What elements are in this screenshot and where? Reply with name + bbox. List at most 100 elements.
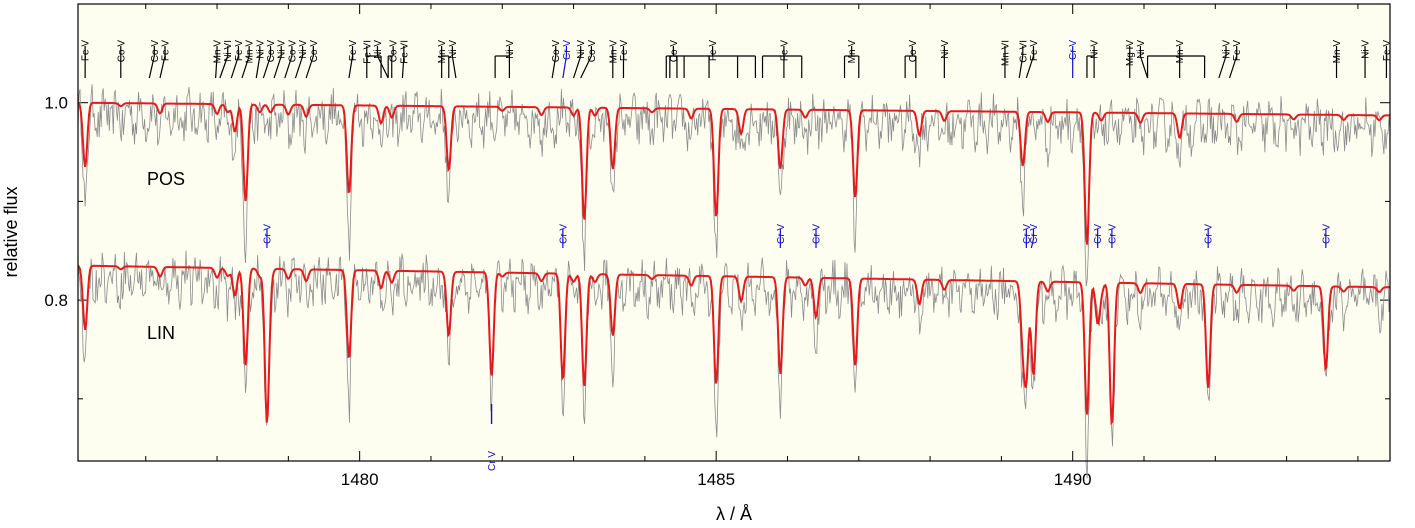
line-id-stem (215, 46, 218, 79)
line-id-label: Mn V (437, 40, 448, 64)
y-tick-layer: 0.8 1.0 (44, 94, 1390, 400)
line-id-label: Ni V (448, 40, 459, 59)
line-id-stem (305, 46, 314, 79)
line-id-stem (401, 46, 405, 79)
x-axis-title: λ / Å (716, 504, 752, 524)
line-id-label: Co V (116, 40, 127, 63)
line-id-stem (219, 46, 229, 79)
line-id-label: Co V (309, 40, 320, 63)
line-id-stem (262, 46, 272, 79)
line-id-stem (241, 46, 250, 79)
line-id-label: Cr V (1107, 224, 1118, 244)
line-id-label: Fe V (234, 40, 245, 61)
line-id-stem (572, 46, 582, 79)
line-id-label: Cr V (1068, 40, 1079, 60)
plot-frame (77, 3, 1391, 462)
y-tick-label: 1.0 (44, 94, 68, 113)
x-tick-label: 1490 (1054, 470, 1092, 489)
line-id-label: Fe V (161, 40, 172, 61)
line-id-stem (1218, 46, 1227, 79)
line-id-stem (551, 46, 557, 79)
line-id-label: Fe V (348, 40, 359, 61)
line-id-label: Cr V (1093, 224, 1104, 244)
line-id-stem (1018, 46, 1024, 79)
line-id-label: Co V (266, 40, 277, 63)
line-id-label: Co V (551, 40, 562, 63)
line-id-label: Co V (587, 40, 598, 63)
line-id-label: Ni V (298, 40, 309, 59)
line-id-label: Cr V (1022, 224, 1033, 244)
line-id-label: Fe V (1029, 40, 1040, 61)
line-id-label: Cr V (263, 224, 274, 244)
line-id-label: Ni V (277, 40, 288, 59)
line-id-stem (148, 46, 155, 79)
line-id-label: Fe VI (399, 40, 410, 64)
line-id-label: Co V (287, 40, 298, 63)
observed-spectrum (77, 250, 1391, 479)
line-id-label: Co V (389, 40, 400, 63)
line-id-label: Fe V (1232, 40, 1243, 61)
line-id-label: Cr V (562, 40, 573, 60)
line-id-stem (580, 46, 592, 79)
line-id-stem (348, 46, 354, 79)
line-id-label: Cr VI (1018, 40, 1029, 63)
line-id-label: Mn VI (1001, 40, 1012, 66)
line-id-label: Fe VI (362, 40, 373, 64)
line-id-label: Ni V (505, 40, 516, 59)
y-tick-label: 0.8 (44, 291, 68, 310)
y-axis-title: relative flux (1, 186, 21, 277)
line-id-label: Ni V (255, 40, 266, 59)
line-id-stem (1228, 46, 1238, 79)
line-id-label: Mn V (1175, 40, 1186, 64)
line-id-stem (1025, 46, 1035, 79)
line-id-label: Ni V (1361, 40, 1372, 59)
model-spectrum (77, 264, 1391, 426)
line-id-label: Ni V (1222, 40, 1233, 59)
line-id-label: Ni V (940, 40, 951, 59)
line-id-label: Ni V (576, 40, 587, 59)
line-id-label: Ni V (1136, 40, 1147, 59)
line-id-label: Fe V (619, 40, 630, 61)
line-id-stem (562, 46, 568, 79)
line-id-label: Cr V (558, 224, 569, 244)
model-spectrum (77, 101, 1390, 245)
line-id-label: Fe V (779, 40, 790, 61)
observation-layer (77, 84, 1391, 479)
x-tick-label: 1485 (697, 470, 735, 489)
line-id-label: Ni V (373, 40, 384, 59)
panel-label: LIN (147, 323, 175, 343)
line-id-label: Mn V (1332, 40, 1343, 64)
line-id-label: Mn V (245, 40, 256, 64)
line-id-label: Fe V (708, 40, 719, 61)
line-id-stem (230, 46, 240, 79)
line-id-label: Ni VI (223, 40, 234, 62)
line-id-stem (1030, 229, 1035, 249)
line-id-stem (255, 46, 261, 79)
line-id-stem (159, 46, 166, 79)
line-id-label: Co V (908, 40, 919, 63)
line-id-label: Mn V (213, 40, 224, 64)
observed-spectrum (77, 84, 1391, 287)
panel-label: POS (147, 169, 185, 189)
line-id-label: Mn V (847, 40, 858, 64)
line-id-label: Fe V (81, 40, 92, 61)
line-id-label: Mg IV (1125, 40, 1136, 66)
line-id-label: Co V (150, 40, 161, 63)
plot-background (78, 4, 1390, 461)
line-id-stem (376, 46, 389, 79)
line-id-label: Mn V (608, 40, 619, 64)
line-id-label: Cr V (812, 224, 823, 244)
line-id-label: Co V (669, 40, 680, 63)
x-tick-layer: 1480 1485 1490 (145, 4, 1359, 489)
line-id-label: Cr V (776, 224, 787, 244)
line-id-stem (284, 46, 293, 79)
line-id-label: Fe V (1382, 40, 1393, 61)
x-tick-label: 1480 (341, 470, 379, 489)
line-id-stem (451, 46, 457, 79)
line-id-stem (1139, 46, 1149, 79)
line-id-label: Ni V (1090, 40, 1101, 59)
panel-label-layer: POS LIN (147, 169, 185, 343)
line-id-label: Cr V (1204, 224, 1215, 244)
model-layer (77, 101, 1391, 426)
